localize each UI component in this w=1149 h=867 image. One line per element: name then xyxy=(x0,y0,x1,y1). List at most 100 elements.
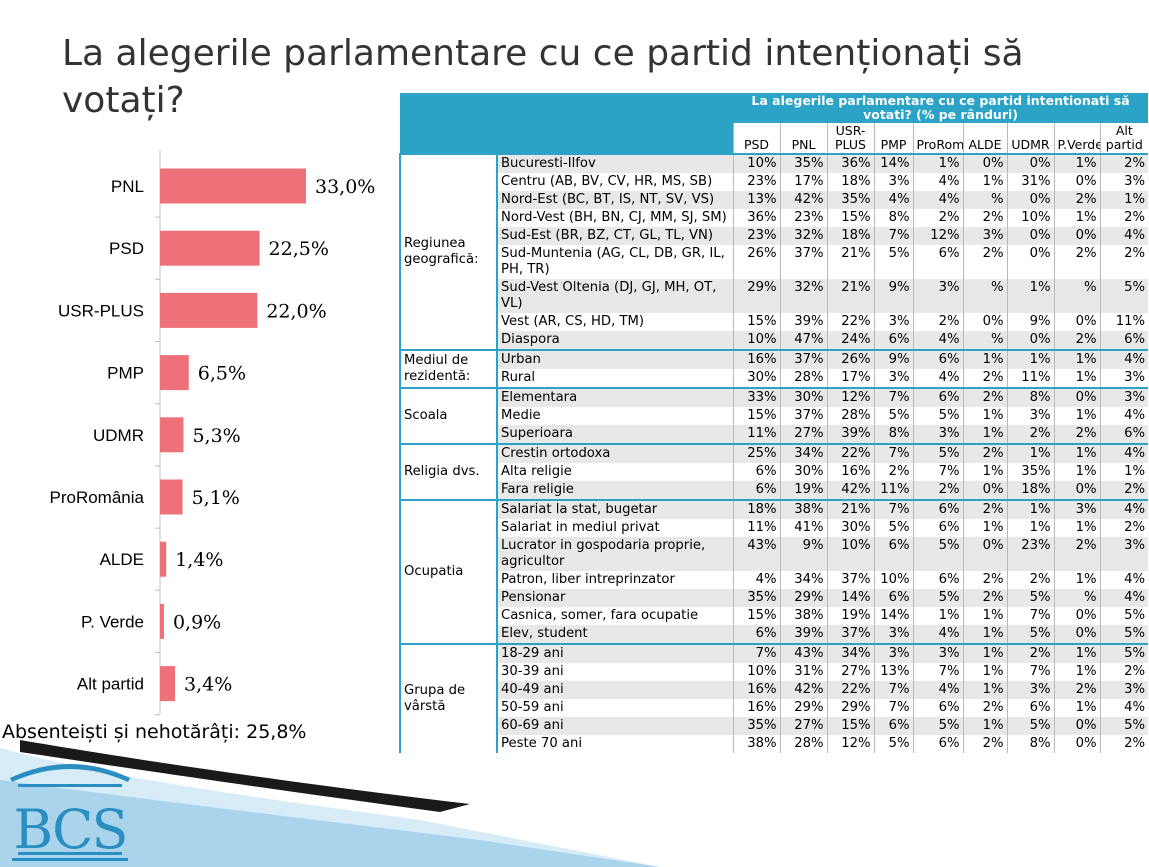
row-label: 40-49 ani xyxy=(496,681,733,699)
table-cell: 16% xyxy=(732,681,780,699)
table-cell: 5% xyxy=(873,407,913,425)
column-header: PMP xyxy=(873,123,913,155)
table-cell: 6% xyxy=(732,463,780,481)
table-cell: 3% xyxy=(873,313,913,331)
table-cell: 10% xyxy=(826,537,874,571)
row-label: Sud-Est (BR, BZ, CT, GL, TL, VN) xyxy=(496,227,733,245)
table-cell: 0% xyxy=(1006,331,1054,350)
table-cell: 7% xyxy=(912,463,963,481)
value-label: 22,0% xyxy=(266,300,326,322)
table-cell: 10% xyxy=(732,331,780,350)
bar-pmp xyxy=(160,355,189,391)
category-label: Alt partid xyxy=(77,675,144,694)
table-cell: 2% xyxy=(962,387,1007,407)
table-cell: 4% xyxy=(873,191,913,209)
column-header: UDMR xyxy=(1006,123,1054,155)
table-cell: 4% xyxy=(1099,589,1149,607)
table-row: Centru (AB, BV, CV, HR, MS, SB) 23% 17% 18%… xyxy=(400,173,1149,191)
table-row: 60-69 ani 35% 27% 15% 6% 5% 1% 5% 0% 5% xyxy=(400,717,1149,735)
table-cell: 1% xyxy=(1053,663,1100,681)
category-label: ALDE xyxy=(100,550,144,569)
table-cell: 42% xyxy=(779,681,827,699)
table-cell: 1% xyxy=(1053,443,1100,463)
table-cell: 2% xyxy=(873,463,913,481)
table-cell: 1% xyxy=(1006,499,1054,519)
table-cell: 3% xyxy=(1006,681,1054,699)
value-label: 1,4% xyxy=(175,549,223,571)
category-label: P. Verde xyxy=(81,612,144,631)
table-cell: 17% xyxy=(779,173,827,191)
table-cell: 1% xyxy=(962,681,1007,699)
table-cell: 5% xyxy=(912,407,963,425)
table-cell: 9% xyxy=(779,537,827,571)
value-label: 33,0% xyxy=(315,176,375,198)
table-cell: 0% xyxy=(1053,735,1100,753)
table-cell: 2% xyxy=(962,699,1007,717)
table-cell: 3% xyxy=(1053,499,1100,519)
table-cell: 3% xyxy=(1006,407,1054,425)
row-label: Sud-Vest Oltenia (DJ, GJ, MH, OT, VL) xyxy=(496,279,733,313)
category-label: ProRomânia xyxy=(50,488,145,507)
table-cell: 26% xyxy=(732,245,780,279)
table-cell: 3% xyxy=(873,173,913,191)
table-cell: 3% xyxy=(912,279,963,313)
table-cell: 3% xyxy=(912,643,963,663)
table-cell: 31% xyxy=(779,663,827,681)
table-cell: 29% xyxy=(779,699,827,717)
row-label: Urban xyxy=(496,349,733,369)
table-cell: 5% xyxy=(912,717,963,735)
table-cell: 11% xyxy=(873,481,913,500)
table-cell: 23% xyxy=(732,227,780,245)
table-cell: 10% xyxy=(873,571,913,589)
bar-pnl xyxy=(160,168,306,204)
column-header: ProRomania xyxy=(912,123,963,155)
table-cell: 2% xyxy=(1053,425,1100,444)
table-cell: 5% xyxy=(1006,717,1054,735)
row-label: Elementara xyxy=(496,387,733,407)
table-cell: 14% xyxy=(873,607,913,625)
bar-usr-plus xyxy=(160,292,258,328)
table-cell: % xyxy=(962,191,1007,209)
table-cell: 31% xyxy=(1006,173,1054,191)
table-cell: 2% xyxy=(1053,191,1100,209)
table-cell: 4% xyxy=(912,681,963,699)
table-cell: 2% xyxy=(1053,681,1100,699)
column-header: PNL xyxy=(779,123,827,155)
table-cell: 6% xyxy=(912,571,963,589)
table-cell: 23% xyxy=(779,209,827,227)
table-cell: 12% xyxy=(826,735,874,753)
table-cell: 6% xyxy=(873,589,913,607)
table-cell: 13% xyxy=(732,191,780,209)
table-cell: 2% xyxy=(962,499,1007,519)
table-row: Religia dvs. Crestin ortodoxa 25% 34% 22% 7% 5… xyxy=(399,443,1149,500)
row-label: Superioara xyxy=(496,425,733,444)
table-cell: 4% xyxy=(912,331,963,350)
row-label: Nord-Vest (BH, BN, CJ, MM, SJ, SM) xyxy=(496,209,733,227)
table-cell: 8% xyxy=(873,209,913,227)
table-cell: 0% xyxy=(1053,607,1100,625)
table-cell: 5% xyxy=(1099,607,1149,625)
table-cell: 10% xyxy=(1006,209,1054,227)
table-cell: 2% xyxy=(962,209,1007,227)
table-row: 40-49 ani 16% 42% 22% 7% 4% 1% 3% 2% 3% xyxy=(400,681,1149,699)
table-cell: 28% xyxy=(779,369,827,388)
table-cell: 17% xyxy=(826,369,874,388)
table-cell: 1% xyxy=(1053,463,1100,481)
table-cell: 6% xyxy=(873,537,913,571)
table-cell: 0% xyxy=(1053,717,1100,735)
table-cell: 1% xyxy=(962,643,1007,663)
table-cell: 5% xyxy=(873,519,913,537)
table-cell: 4% xyxy=(1099,571,1149,589)
table-cell: 6% xyxy=(912,499,963,519)
table-cell: 11% xyxy=(1006,369,1054,388)
table-cell: 0% xyxy=(1053,625,1100,644)
table-row: Patron, liber intreprinzator 4% 34% 37% 10% 6… xyxy=(400,571,1149,589)
table-cell: 30% xyxy=(779,463,827,481)
table-cell: 29% xyxy=(826,699,874,717)
category-label: PNL xyxy=(111,177,144,196)
table-cell: 2% xyxy=(1053,537,1100,571)
table-cell: 37% xyxy=(779,407,827,425)
party-header-row: PSDPNLUSR-PLUSPMPProRomaniaALDEUDMRP.Ver… xyxy=(400,123,1149,155)
logo-building-icon xyxy=(10,764,130,861)
table-cell: 26% xyxy=(826,349,874,369)
